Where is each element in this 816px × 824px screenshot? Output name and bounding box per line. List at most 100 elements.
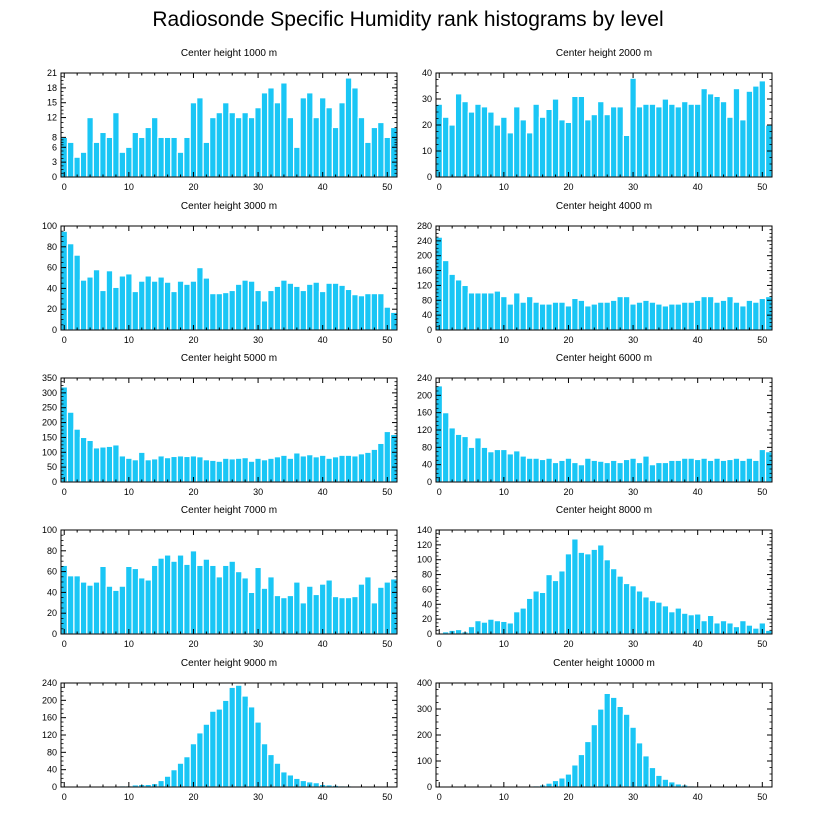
histogram-bar xyxy=(448,427,456,483)
y-tick-label: 160 xyxy=(417,408,432,418)
x-tick-label: 20 xyxy=(563,487,573,497)
histogram-bar xyxy=(655,601,663,635)
x-tick-label: 50 xyxy=(757,182,767,192)
histogram-bar xyxy=(273,456,282,483)
histogram-bar xyxy=(357,583,366,635)
histogram-bar xyxy=(254,566,262,635)
histogram-bar xyxy=(726,622,734,635)
histogram-bar xyxy=(92,141,101,178)
histogram-bar xyxy=(176,455,185,483)
histogram-bar xyxy=(764,295,773,331)
histogram-bar xyxy=(525,132,534,178)
histogram-bar xyxy=(144,275,153,331)
histogram-bar xyxy=(189,743,198,788)
histogram-bar xyxy=(719,459,728,483)
histogram-bar xyxy=(752,301,760,331)
histogram-bar xyxy=(454,433,463,483)
histogram-bar xyxy=(629,585,637,635)
histogram-bar xyxy=(700,620,708,635)
histogram-bar xyxy=(603,559,612,635)
y-tick-label: 240 xyxy=(417,236,432,246)
histogram-bar xyxy=(674,607,683,635)
histogram-bar xyxy=(247,706,256,788)
histogram-bar xyxy=(596,301,605,331)
histogram-bar xyxy=(622,713,631,788)
x-tick-label: 10 xyxy=(124,182,134,192)
y-tick-label: 200 xyxy=(42,695,57,705)
x-tick-label: 0 xyxy=(62,792,67,802)
histogram-bar xyxy=(383,430,392,483)
histogram-bar xyxy=(99,565,107,635)
histogram-bar xyxy=(687,103,696,178)
y-tick-label: 200 xyxy=(417,390,432,400)
histogram-bar xyxy=(344,77,353,178)
x-tick-label: 40 xyxy=(318,792,328,802)
y-tick-label: 120 xyxy=(417,280,432,290)
histogram-bar xyxy=(506,132,515,178)
y-tick-label: 40 xyxy=(47,587,57,597)
histogram-bar xyxy=(642,755,650,788)
histogram-bar xyxy=(338,454,346,483)
plot-frame xyxy=(60,72,398,178)
histogram-bar xyxy=(176,554,185,635)
histogram-bar xyxy=(286,774,295,788)
histogram-bar xyxy=(732,301,741,331)
histogram-bar xyxy=(558,301,566,331)
histogram-bar xyxy=(228,686,237,788)
histogram-bar xyxy=(655,461,663,483)
y-tick-label: 21 xyxy=(47,68,57,78)
y-tick-label: 0 xyxy=(427,325,432,335)
histogram-bar xyxy=(739,119,747,178)
histogram-bar xyxy=(603,113,612,178)
histogram-bar xyxy=(558,570,566,635)
histogram-bar xyxy=(487,111,495,178)
histogram-bar xyxy=(267,87,275,178)
histogram-bar xyxy=(635,461,644,483)
x-tick-label: 20 xyxy=(563,639,573,649)
histogram-bar xyxy=(571,538,579,635)
x-tick-label: 40 xyxy=(693,792,703,802)
panel-title: Center height 10000 m xyxy=(553,658,655,669)
histogram-bar xyxy=(325,579,333,635)
histogram-bar xyxy=(616,575,624,635)
histogram-bar xyxy=(506,453,515,483)
x-tick-label: 30 xyxy=(253,182,263,192)
histogram-bar xyxy=(260,587,269,635)
histogram-bar xyxy=(86,276,94,331)
histogram-bar xyxy=(312,593,321,635)
histogram-bar xyxy=(370,602,379,635)
y-tick-label: 100 xyxy=(417,555,432,565)
histogram-bar xyxy=(655,106,663,178)
x-tick-label: 20 xyxy=(188,182,198,192)
histogram-bar xyxy=(228,560,237,635)
histogram-bar xyxy=(273,285,282,331)
histogram-bar xyxy=(254,721,262,788)
histogram-bar xyxy=(260,459,269,483)
histogram-bar xyxy=(118,585,127,635)
histogram-bar xyxy=(79,279,88,331)
histogram-bar xyxy=(260,300,269,331)
histogram-bar xyxy=(312,281,321,331)
y-tick-label: 0 xyxy=(52,172,57,182)
panel-title: Center height 9000 m xyxy=(181,658,277,669)
histogram-bar xyxy=(325,457,333,483)
y-tick-label: 80 xyxy=(47,546,57,556)
y-tick-label: 40 xyxy=(422,310,432,320)
histogram-bar xyxy=(202,459,211,483)
histogram-bar xyxy=(480,106,489,178)
histogram-bar xyxy=(752,459,760,483)
histogram-bar xyxy=(584,553,592,635)
histogram-bar xyxy=(118,275,127,331)
histogram-bar xyxy=(112,112,120,178)
histogram-bar xyxy=(383,136,392,178)
y-tick-label: 8 xyxy=(52,132,57,142)
panel-title: Center height 6000 m xyxy=(556,353,652,364)
histogram-bar xyxy=(616,295,624,331)
histogram-bar xyxy=(377,586,385,635)
histogram-bar xyxy=(234,570,243,635)
histogram-bar xyxy=(519,607,528,635)
histogram-bar xyxy=(532,590,540,635)
histogram-bar xyxy=(706,93,715,178)
histogram-bar xyxy=(267,457,275,483)
histogram-bar xyxy=(603,692,612,788)
